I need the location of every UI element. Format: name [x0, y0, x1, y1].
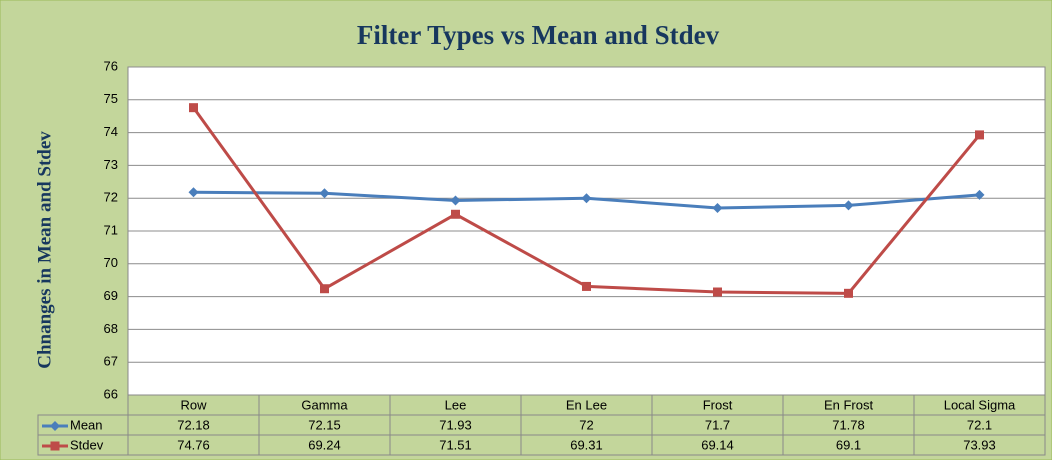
x-tick-label: Gamma: [301, 397, 348, 412]
y-axis-label: Chnanges in Mean and Stdev: [34, 131, 55, 369]
x-tick-label: Frost: [703, 397, 733, 412]
x-tick-label: En Frost: [824, 397, 874, 412]
table-value: 69.1: [836, 437, 861, 452]
marker: [844, 288, 853, 298]
y-tick-label: 69: [104, 288, 118, 303]
marker: [712, 203, 723, 214]
table-value: 69.31: [570, 437, 603, 452]
y-tick-label: 74: [104, 124, 118, 139]
marker: [582, 281, 591, 291]
marker: [188, 187, 199, 198]
y-tick-label: 68: [104, 321, 118, 336]
table-value: 72: [579, 417, 593, 432]
marker: [50, 441, 60, 451]
y-tick-label: 73: [104, 157, 118, 172]
y-tick-label: 67: [104, 354, 118, 369]
table-value: 72.18: [177, 417, 210, 432]
table-value: 71.93: [439, 417, 472, 432]
marker: [713, 287, 722, 297]
y-tick-label: 76: [104, 58, 118, 73]
table-value: 72.1: [967, 417, 992, 432]
table-value: 71.51: [439, 437, 472, 452]
marker: [451, 209, 460, 219]
marker: [319, 188, 330, 199]
table-value: 69.24: [308, 437, 341, 452]
x-tick-label: Lee: [445, 397, 467, 412]
table-value: 71.78: [832, 417, 865, 432]
marker: [581, 193, 592, 204]
y-tick-label: 66: [104, 386, 118, 401]
marker: [189, 103, 198, 113]
x-tick-label: En Lee: [566, 397, 607, 412]
chart-title: Filter Types vs Mean and Stdev: [357, 20, 720, 50]
table-value: 72.15: [308, 417, 341, 432]
table-value: 74.76: [177, 437, 210, 452]
y-tick-label: 75: [104, 91, 118, 106]
legend-label: Stdev: [70, 437, 104, 452]
y-tick-label: 71: [104, 222, 118, 237]
marker: [450, 195, 461, 206]
marker: [975, 130, 984, 140]
x-tick-label: Row: [180, 397, 207, 412]
x-tick-label: Local Sigma: [944, 397, 1016, 412]
y-tick-label: 70: [104, 255, 118, 270]
marker: [50, 421, 60, 431]
marker: [974, 189, 985, 200]
table-value: 69.14: [701, 437, 734, 452]
marker: [843, 200, 854, 211]
table-value: 73.93: [963, 437, 996, 452]
marker: [320, 284, 329, 294]
y-tick-label: 72: [104, 190, 118, 205]
legend-label: Mean: [70, 417, 103, 432]
table-value: 71.7: [705, 417, 730, 432]
